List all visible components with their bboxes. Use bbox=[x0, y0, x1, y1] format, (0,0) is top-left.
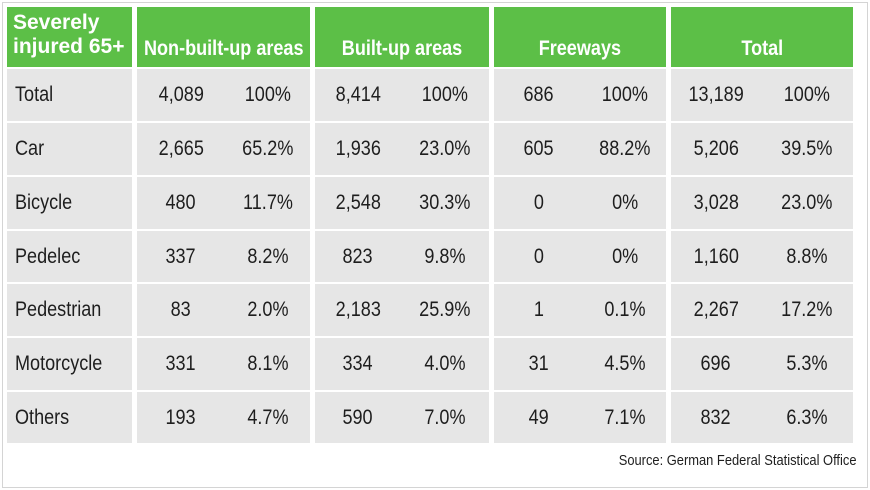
count-cell: 3,028 bbox=[671, 177, 761, 231]
count-cell: 823 bbox=[315, 231, 401, 284]
percent-cell: 2.0% bbox=[225, 284, 315, 338]
count-cell: 5,206 bbox=[671, 123, 761, 177]
percent-cell: 4.5% bbox=[584, 338, 671, 392]
count-cell: 4,089 bbox=[137, 69, 225, 123]
count-cell: 1 bbox=[494, 284, 584, 338]
percent-cell: 23.0% bbox=[401, 123, 494, 177]
percent-cell: 7.1% bbox=[584, 392, 671, 445]
group-header-non-built-up: Non-built-up areas bbox=[137, 7, 315, 69]
count-cell: 480 bbox=[137, 177, 225, 231]
percent-cell: 7.0% bbox=[401, 392, 494, 445]
data-table: Severely injured 65+ Non-built-up areas … bbox=[7, 7, 869, 445]
count-cell: 2,267 bbox=[671, 284, 761, 338]
percent-cell: 100% bbox=[401, 69, 494, 123]
row-label: Pedestrian bbox=[7, 284, 137, 338]
count-cell: 31 bbox=[494, 338, 584, 392]
count-cell: 334 bbox=[315, 338, 401, 392]
percent-cell: 8.8% bbox=[761, 231, 853, 284]
count-cell: 0 bbox=[494, 231, 584, 284]
percent-cell: 100% bbox=[584, 69, 671, 123]
percent-cell: 100% bbox=[761, 69, 853, 123]
percent-cell: 4.0% bbox=[401, 338, 494, 392]
count-cell: 696 bbox=[671, 338, 761, 392]
row-label: Car bbox=[7, 123, 137, 177]
percent-cell: 17.2% bbox=[761, 284, 853, 338]
corner-header: Severely injured 65+ bbox=[7, 7, 137, 69]
row-label: Motorcycle bbox=[7, 338, 137, 392]
percent-cell: 8.2% bbox=[225, 231, 315, 284]
count-cell: 2,183 bbox=[315, 284, 401, 338]
count-cell: 832 bbox=[671, 392, 761, 445]
percent-cell: 65.2% bbox=[225, 123, 315, 177]
percent-cell: 0% bbox=[584, 231, 671, 284]
count-cell: 13,189 bbox=[671, 69, 761, 123]
percent-cell: 25.9% bbox=[401, 284, 494, 338]
group-header-freeways: Freeways bbox=[494, 7, 671, 69]
percent-cell: 23.0% bbox=[761, 177, 853, 231]
count-cell: 8,414 bbox=[315, 69, 401, 123]
percent-cell: 30.3% bbox=[401, 177, 494, 231]
percent-cell: 11.7% bbox=[225, 177, 315, 231]
row-label: Bicycle bbox=[7, 177, 137, 231]
source-note: Source: German Federal Statistical Offic… bbox=[619, 452, 857, 469]
count-cell: 1,936 bbox=[315, 123, 401, 177]
percent-cell: 9.8% bbox=[401, 231, 494, 284]
count-cell: 686 bbox=[494, 69, 584, 123]
percent-cell: 5.3% bbox=[761, 338, 853, 392]
corner-header-line-1: Severely bbox=[13, 11, 100, 34]
count-cell: 605 bbox=[494, 123, 584, 177]
count-cell: 1,160 bbox=[671, 231, 761, 284]
count-cell: 2,665 bbox=[137, 123, 225, 177]
percent-cell: 100% bbox=[225, 69, 315, 123]
count-cell: 337 bbox=[137, 231, 225, 284]
row-label: Others bbox=[7, 392, 137, 445]
row-label: Total bbox=[7, 69, 137, 123]
count-cell: 83 bbox=[137, 284, 225, 338]
percent-cell: 39.5% bbox=[761, 123, 853, 177]
percent-cell: 8.1% bbox=[225, 338, 315, 392]
count-cell: 2,548 bbox=[315, 177, 401, 231]
percent-cell: 4.7% bbox=[225, 392, 315, 445]
percent-cell: 0% bbox=[584, 177, 671, 231]
percent-cell: 0.1% bbox=[584, 284, 671, 338]
percent-cell: 88.2% bbox=[584, 123, 671, 177]
corner-header-line-2: injured 65+ bbox=[13, 35, 125, 58]
count-cell: 331 bbox=[137, 338, 225, 392]
count-cell: 49 bbox=[494, 392, 584, 445]
count-cell: 0 bbox=[494, 177, 584, 231]
row-label: Pedelec bbox=[7, 231, 137, 284]
group-header-built-up: Built-up areas bbox=[315, 7, 494, 69]
count-cell: 193 bbox=[137, 392, 225, 445]
group-header-total: Total bbox=[671, 7, 853, 69]
count-cell: 590 bbox=[315, 392, 401, 445]
percent-cell: 6.3% bbox=[761, 392, 853, 445]
